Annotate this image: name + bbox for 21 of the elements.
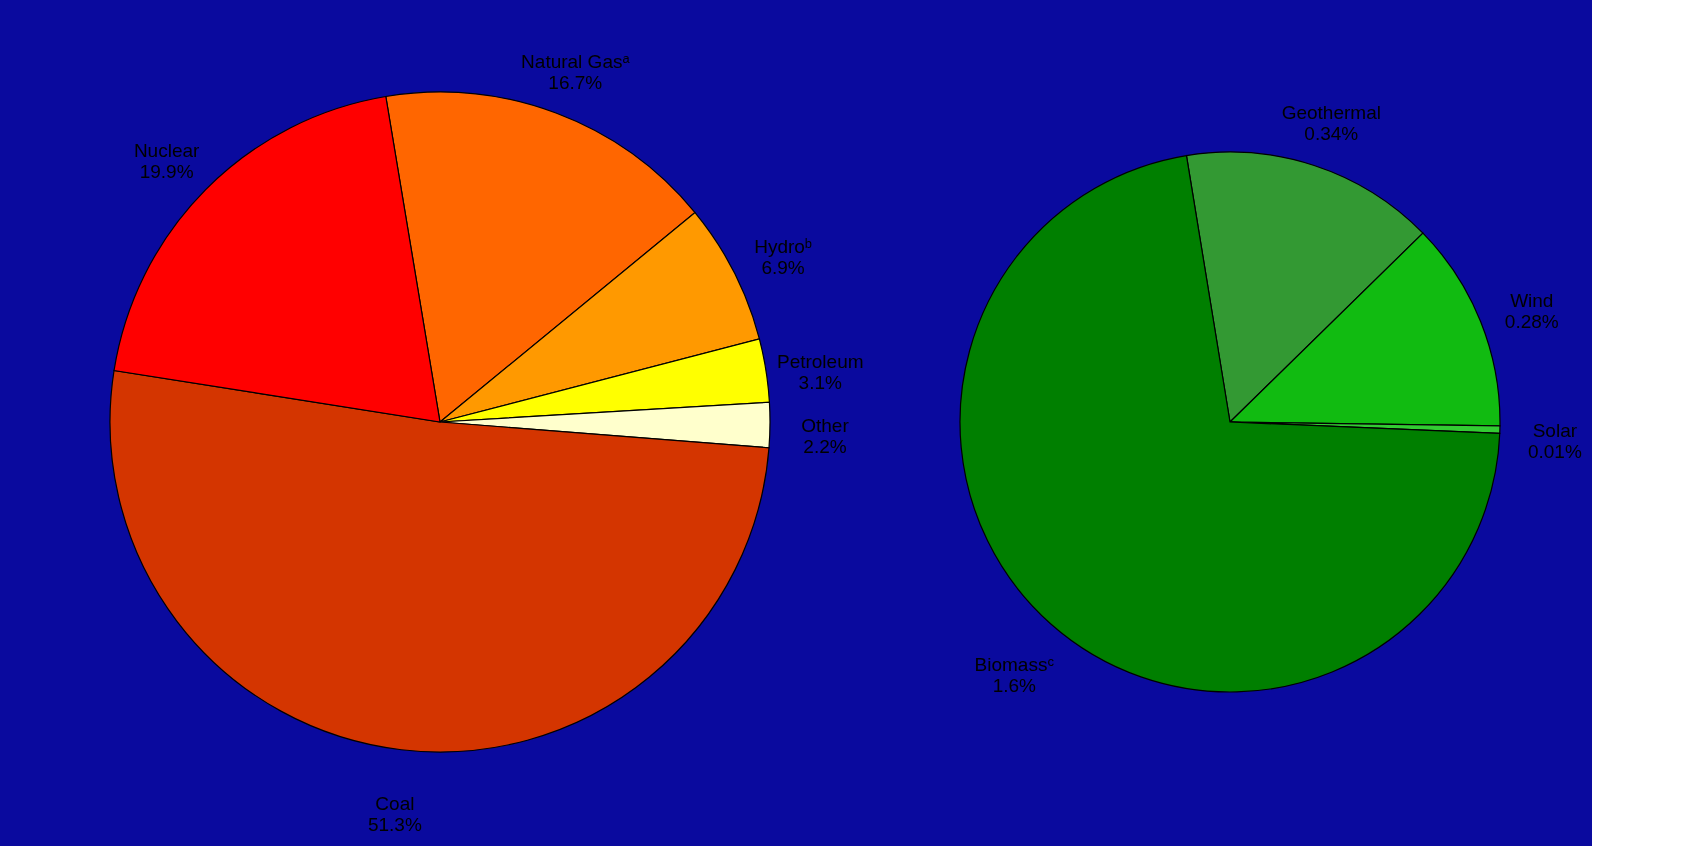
slice-label: Petroleum xyxy=(776,350,864,372)
slice-label: Wind xyxy=(1510,290,1554,312)
data-label: 2.2% xyxy=(803,435,847,457)
data-label: 16.7% xyxy=(548,71,603,93)
data-label: 0.28% xyxy=(1504,311,1559,333)
slice-label: Other xyxy=(801,414,850,436)
pie-slice xyxy=(959,154,1501,693)
slice-label: Geothermal xyxy=(1281,102,1381,124)
data-label: 51.3% xyxy=(367,814,422,836)
data-label: 0.01% xyxy=(1527,441,1582,463)
data-label: 6.9% xyxy=(761,257,805,279)
slice-label: Solar xyxy=(1532,420,1578,442)
data-label: 3.1% xyxy=(798,371,843,393)
data-label: 19.9% xyxy=(139,160,194,182)
slice-label: Natural Gasᵃ xyxy=(521,50,631,72)
slice-label: Biomassᶜ xyxy=(974,654,1055,676)
data-label: 1.6% xyxy=(992,675,1037,697)
slice-label: Nuclear xyxy=(133,139,201,161)
slice-label: Hydroᵇ xyxy=(754,236,813,258)
data-label: 0.34% xyxy=(1304,123,1359,145)
slice-label: Coal xyxy=(375,793,415,815)
